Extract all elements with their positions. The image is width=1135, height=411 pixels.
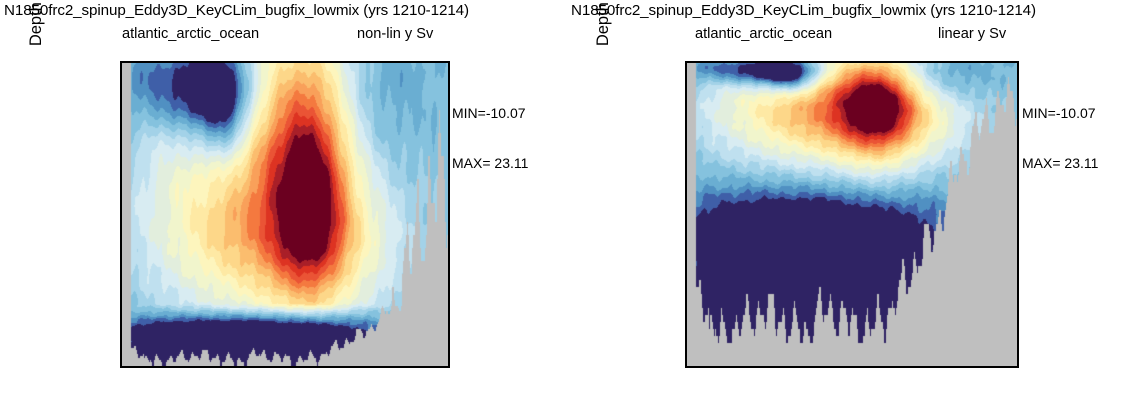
contour-field-linear [687, 63, 1017, 366]
minmax-annotation: MIN=-10.07 MAX= 23.11 [1022, 72, 1098, 204]
y-axis-title: Depth (m) [594, 0, 613, 47]
y-axis-title: Depth (m) [27, 0, 46, 47]
panel-subtitle-units: linear y Sv [938, 26, 1007, 42]
max-value-label: MAX= 23.11 [1022, 154, 1099, 171]
min-value-label: MIN=-10.07 [452, 105, 526, 121]
panel-nonlinear: N1850frc2_spinup_Eddy3D_KeyCLim_bugfix_l… [0, 0, 567, 411]
plot-area-nonlinear[interactable] [120, 61, 450, 368]
panel-subtitle-region: atlantic_arctic_ocean [122, 26, 260, 42]
max-value-label: MAX= 23.11 [452, 154, 529, 171]
plot-area-linear[interactable] [685, 61, 1019, 368]
colorbar-nonlinear[interactable] [468, 126, 490, 365]
minmax-annotation: MIN=-10.07 MAX= 23.11 [452, 72, 528, 204]
min-value-label: MIN=-10.07 [1022, 105, 1096, 121]
panel-title: N1850frc2_spinup_Eddy3D_KeyCLim_bugfix_l… [571, 2, 1036, 19]
panel-subtitle-region: atlantic_arctic_ocean [695, 26, 833, 42]
panel-title: N1850frc2_spinup_Eddy3D_KeyCLim_bugfix_l… [4, 2, 469, 19]
panel-subtitle-units: non-lin y Sv [357, 26, 434, 42]
contour-field-nonlinear [122, 63, 448, 366]
panel-linear: N1850frc2_spinup_Eddy3D_KeyCLim_bugfix_l… [567, 0, 1134, 411]
colorbar-linear[interactable] [1032, 126, 1054, 365]
